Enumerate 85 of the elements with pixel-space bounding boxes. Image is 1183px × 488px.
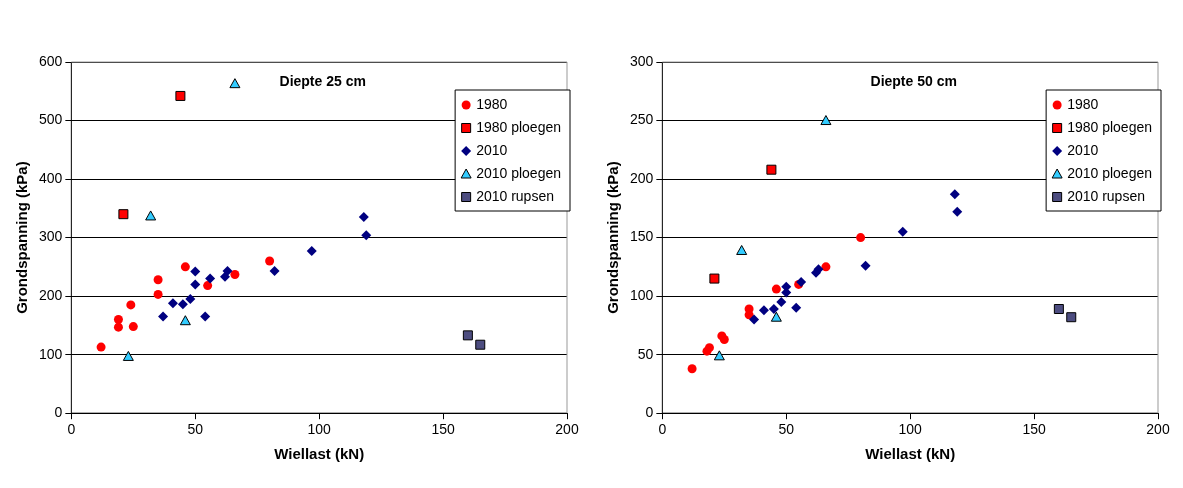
point (179, 315, 191, 326)
y-tick-label: 250 (630, 111, 654, 128)
y-tick-label: 100 (630, 286, 654, 303)
legend-label: 1980 ploegen (476, 118, 562, 135)
point (126, 300, 136, 310)
point (749, 314, 760, 325)
y-axis-title: Grondspanning (kPa) (13, 161, 31, 314)
y-tick-label: 200 (39, 286, 63, 303)
point (145, 210, 157, 221)
point (205, 273, 216, 284)
legend-label: 1980 (1067, 95, 1099, 112)
point (229, 78, 241, 89)
point (96, 342, 106, 352)
x-tick-label: 100 (307, 421, 332, 438)
point (177, 299, 188, 310)
point (113, 322, 123, 332)
legend-label: 2010 (1067, 141, 1099, 158)
x-axis-title: Wiellast (kN) (274, 445, 365, 463)
legend-label: 1980 (476, 95, 508, 112)
x-tick-label: 50 (187, 421, 204, 438)
point (952, 206, 963, 217)
x-tick-label: 200 (555, 421, 579, 438)
point (222, 265, 233, 276)
point (713, 350, 725, 361)
y-tick-label: 600 (39, 52, 63, 69)
point (897, 226, 908, 237)
point (856, 233, 866, 243)
legend-label: 2010 ploegen (476, 164, 562, 181)
y-tick-label: 300 (39, 228, 63, 245)
text: Diepte 50 cm (870, 72, 957, 89)
point (230, 269, 240, 279)
point (190, 266, 201, 277)
text: Diepte 25 cm (279, 72, 366, 89)
legend-label: 2010 rupsen (1067, 187, 1145, 204)
y-tick-label: 100 (39, 345, 63, 362)
x-tick-label: 200 (1146, 421, 1170, 438)
y-tick-label: 150 (630, 228, 654, 245)
point (190, 279, 201, 290)
y-tick-label: 50 (637, 345, 654, 362)
point (860, 260, 871, 271)
y-tick-label: 0 (54, 404, 63, 421)
y-tick-label: 200 (630, 169, 654, 186)
legend-label: 2010 rupsen (476, 187, 554, 204)
y-tick-label: 500 (39, 111, 63, 128)
point (153, 289, 163, 299)
point (768, 304, 779, 315)
y-tick-label: 300 (630, 52, 654, 69)
point (771, 284, 781, 294)
point (180, 262, 190, 272)
point (306, 246, 317, 257)
x-axis-title: Wiellast (kN) (865, 445, 956, 463)
point (185, 294, 196, 305)
point (736, 244, 748, 255)
point (770, 311, 782, 322)
legend-label: 1980 ploegen (1067, 118, 1153, 135)
x-tick-label: 50 (778, 421, 795, 438)
point (122, 350, 134, 361)
legend-label: 2010 ploegen (1067, 164, 1153, 181)
x-tick-label: 0 (658, 421, 667, 438)
y-axis-title: Grondspanning (kPa) (604, 161, 622, 314)
point (153, 275, 163, 285)
point (687, 364, 697, 374)
point (361, 230, 372, 241)
point (820, 115, 832, 126)
x-tick-label: 100 (898, 421, 923, 438)
point (128, 322, 138, 332)
point (113, 315, 123, 325)
y-tick-label: 400 (39, 169, 63, 186)
point (158, 311, 169, 322)
point (821, 262, 831, 272)
legend-label: 2010 (476, 141, 508, 158)
y-tick-label: 0 (645, 404, 654, 421)
point (949, 189, 960, 200)
point (265, 256, 275, 266)
point (200, 311, 211, 322)
point (776, 296, 787, 307)
point (758, 305, 769, 316)
x-tick-label: 150 (431, 421, 455, 438)
x-tick-label: 0 (67, 421, 76, 438)
point (203, 281, 213, 291)
point (269, 265, 280, 276)
x-tick-label: 150 (1022, 421, 1046, 438)
point (791, 302, 802, 313)
point (167, 298, 178, 309)
point (358, 212, 369, 223)
